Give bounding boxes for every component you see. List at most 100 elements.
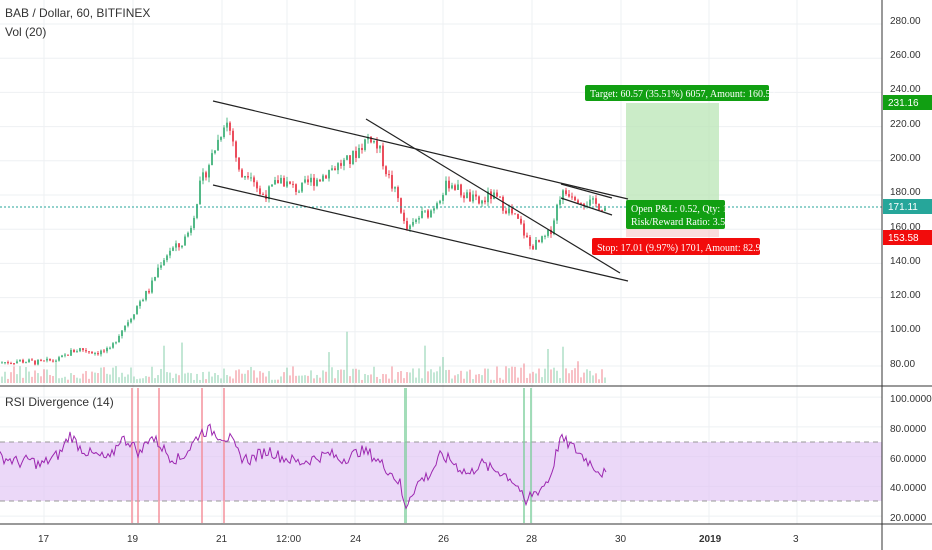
candle-body: [481, 200, 483, 204]
volume-bar: [361, 379, 363, 383]
target-price-tag[interactable]: 231.16: [883, 95, 932, 110]
volume-bar: [43, 369, 45, 383]
volume-bar: [241, 373, 243, 383]
volume-bar: [370, 374, 372, 383]
volume-bar: [523, 363, 525, 383]
volume-bar: [37, 373, 39, 383]
candle-body: [544, 235, 546, 237]
candle-body: [328, 170, 330, 179]
target-label[interactable]: Target: 60.57 (35.51%) 6057, Amount: 160…: [585, 85, 776, 101]
price-axis[interactable]: 280.00 260.00 240.00 220.00 200.00 180.0…: [890, 16, 921, 370]
candle-body: [271, 184, 273, 187]
channel-upper-line[interactable]: [212, 100, 629, 200]
volume-bar: [445, 370, 447, 383]
volume-bar: [457, 374, 459, 383]
rsi-label[interactable]: RSI Divergence (14): [5, 395, 114, 409]
candle-body: [475, 194, 477, 197]
volume-bar: [397, 372, 399, 383]
candle-body: [508, 208, 510, 214]
candle-body: [4, 362, 6, 364]
volume-bar: [277, 379, 279, 383]
candle-body: [343, 159, 345, 166]
candle-body: [304, 179, 306, 183]
candle-body: [409, 225, 411, 230]
volume-bar: [571, 370, 573, 383]
candle-body: [40, 359, 42, 361]
candle-body: [562, 190, 564, 200]
volume-label[interactable]: Vol (20): [5, 25, 46, 39]
flag-upper-line[interactable]: [560, 183, 613, 199]
candle-body: [514, 213, 516, 215]
candle-body: [316, 179, 318, 186]
candle-body: [406, 221, 408, 230]
price-tick: 280.00: [890, 16, 921, 27]
candle-body: [565, 190, 567, 195]
symbol-title[interactable]: BAB / Dollar, 60, BITFINEX: [5, 6, 150, 20]
volume-bar: [184, 373, 186, 383]
target-zone[interactable]: [626, 103, 719, 207]
volume-bar: [583, 372, 585, 383]
candle-body: [580, 202, 582, 204]
rsi-tick: 60.0000: [890, 454, 927, 465]
candle-body: [439, 200, 441, 204]
volume-bar: [493, 379, 495, 383]
volume-bar: [220, 378, 222, 383]
candle-body: [100, 350, 102, 355]
price-tick: 80.00: [890, 359, 915, 370]
candle-body: [442, 194, 444, 201]
volume-bar: [448, 369, 450, 383]
candle-body: [148, 290, 150, 293]
time-axis[interactable]: 17 19 21 12:00 24 26 28 30 2019 3: [38, 534, 799, 545]
volume-bar: [460, 370, 462, 383]
flag-lower-line[interactable]: [560, 197, 613, 216]
volume-bar: [340, 369, 342, 383]
candle-body: [124, 325, 126, 331]
volume-bar: [7, 378, 9, 383]
volume-bar: [88, 378, 90, 383]
volume-bar: [154, 378, 156, 383]
volume-bar: [328, 352, 330, 383]
volume-bar: [334, 378, 336, 383]
volume-bar: [85, 371, 87, 383]
time-tick: 12:00: [276, 534, 301, 545]
pnl-label[interactable]: Open P&L: 0.52, Qty: 1 Risk/Reward Ratio…: [626, 200, 730, 229]
candle-body: [445, 180, 447, 195]
price-tick: 260.00: [890, 50, 921, 61]
candle-body: [277, 180, 279, 184]
rsi-axis[interactable]: 100.0000 80.0000 60.0000 40.0000 20.0000: [890, 394, 932, 524]
volume-bar: [100, 367, 102, 383]
candle-body: [523, 223, 525, 236]
volume-bar: [484, 368, 486, 383]
candle-body: [190, 228, 192, 233]
volume-bar: [109, 374, 111, 383]
time-tick: 17: [38, 534, 50, 545]
time-tick: 30: [615, 534, 627, 545]
trend-lines[interactable]: [212, 100, 629, 282]
candle-body: [46, 358, 48, 361]
stop-label[interactable]: Stop: 17.01 (9.97%) 1701, Amount: 82.99: [592, 238, 766, 255]
candle-body: [511, 208, 513, 214]
candle-body: [325, 175, 327, 179]
candle-body: [214, 150, 216, 154]
current-price-tag[interactable]: 171.11: [883, 199, 932, 214]
candle-body: [217, 139, 219, 151]
price-tick: 200.00: [890, 153, 921, 164]
volume-bar: [262, 372, 264, 383]
wedge-line[interactable]: [365, 118, 621, 274]
volume-bar: [214, 373, 216, 383]
volume-bar: [499, 377, 501, 383]
volume-bar: [175, 373, 177, 383]
volume-bar: [163, 345, 165, 383]
channel-lower-line[interactable]: [212, 184, 629, 282]
volume-bar: [337, 370, 339, 383]
stop-price-tag[interactable]: 153.58: [883, 230, 932, 245]
rsi-tick: 100.0000: [890, 394, 932, 405]
volume-bar: [322, 370, 324, 383]
volume-bar: [130, 367, 132, 383]
volume-bar: [64, 376, 66, 383]
candle-body: [145, 290, 147, 300]
volume-bar: [247, 370, 249, 383]
price-tick: 240.00: [890, 84, 921, 95]
volume-bar: [46, 369, 48, 383]
